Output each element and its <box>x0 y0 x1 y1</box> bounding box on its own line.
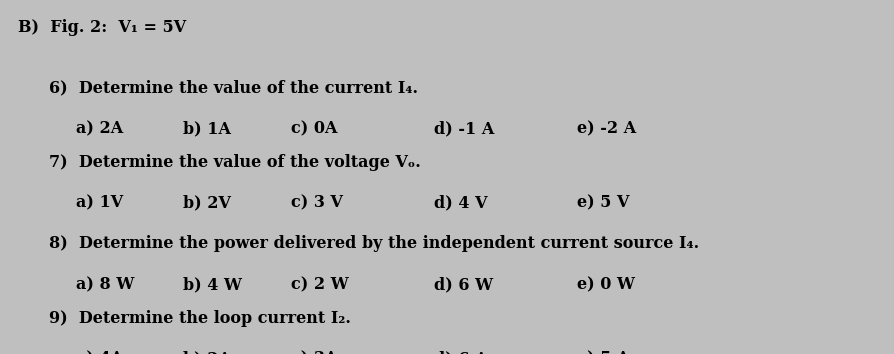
Text: 9)  Determine the loop current I₂.: 9) Determine the loop current I₂. <box>49 310 350 327</box>
Text: b) 1A: b) 1A <box>183 120 232 137</box>
Text: e) 5 A: e) 5 A <box>577 350 629 354</box>
Text: a) 2A: a) 2A <box>76 120 123 137</box>
Text: d) 6 W: d) 6 W <box>434 276 493 293</box>
Text: c) 2 W: c) 2 W <box>291 276 349 293</box>
Text: a) 8 W: a) 8 W <box>76 276 134 293</box>
Text: b) 2A: b) 2A <box>183 350 232 354</box>
Text: 7)  Determine the value of the voltage Vₒ.: 7) Determine the value of the voltage Vₒ… <box>49 154 420 171</box>
Text: e) 0 W: e) 0 W <box>577 276 635 293</box>
Text: c) 3 V: c) 3 V <box>291 195 342 212</box>
Text: e) 5 V: e) 5 V <box>577 195 629 212</box>
Text: a) 1V: a) 1V <box>76 195 123 212</box>
Text: b) 2V: b) 2V <box>183 195 231 212</box>
Text: 6)  Determine the value of the current I₄.: 6) Determine the value of the current I₄… <box>49 80 417 97</box>
Text: b) 4 W: b) 4 W <box>183 276 242 293</box>
Text: d) 6 A: d) 6 A <box>434 350 487 354</box>
Text: d) 4 V: d) 4 V <box>434 195 487 212</box>
Text: e) -2 A: e) -2 A <box>577 120 636 137</box>
Text: B)  Fig. 2:  V₁ = 5V: B) Fig. 2: V₁ = 5V <box>18 19 186 36</box>
Text: d) -1 A: d) -1 A <box>434 120 493 137</box>
Text: c) 0A: c) 0A <box>291 120 337 137</box>
Text: a) 4A: a) 4A <box>76 350 123 354</box>
Text: c) 3A: c) 3A <box>291 350 337 354</box>
Text: 8)  Determine the power delivered by the independent current source I₄.: 8) Determine the power delivered by the … <box>49 235 698 252</box>
